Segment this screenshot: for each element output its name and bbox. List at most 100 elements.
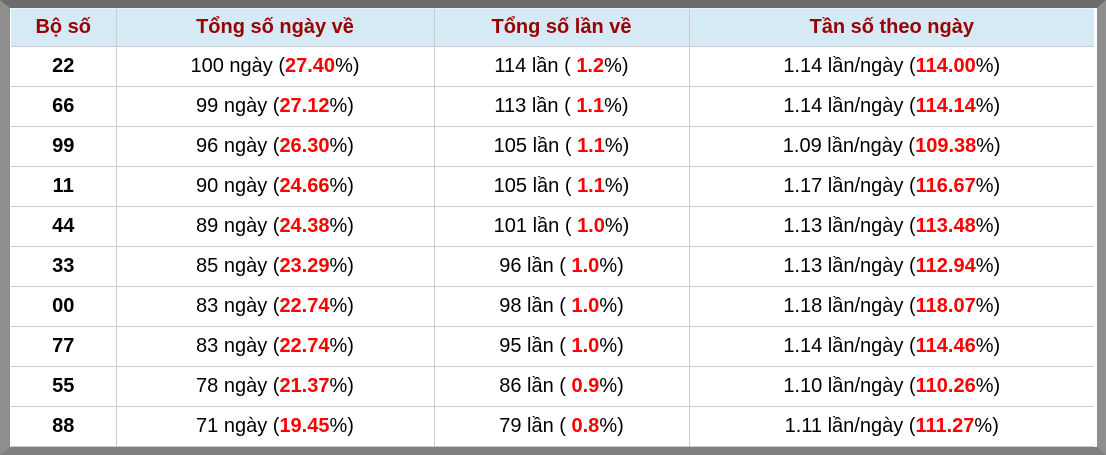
frequency-text: 1.17 lần/ngày ( (783, 175, 916, 197)
days-percent: 21.37 (279, 375, 330, 397)
times-percent: 1.0 (571, 295, 600, 317)
frequency-cell: 1.17 lần/ngày (116.67%) (688, 166, 1094, 207)
days-cell: 78 ngày (21.37%) (115, 366, 435, 407)
table-row: 99 96 ngày (26.30%) 105 lần ( 1.1%) 1.09… (11, 126, 1094, 167)
pair-value: 33 (52, 255, 75, 277)
times-suffix: %) (604, 215, 630, 237)
frequency-percent: 111.27 (915, 415, 975, 437)
times-suffix: %) (599, 335, 624, 357)
frequency-percent: 110.26 (915, 375, 976, 397)
pair-value: 99 (52, 135, 75, 157)
days-cell: 71 ngày (19.45%) (115, 406, 435, 447)
times-suffix: %) (604, 135, 630, 157)
frequency-percent: 113.48 (915, 215, 976, 237)
times-text: 79 lần ( (499, 415, 572, 437)
frequency-suffix: %) (975, 55, 1001, 77)
pair-value: 55 (52, 375, 75, 397)
frequency-suffix: %) (976, 135, 1001, 157)
times-cell: 86 lần ( 0.9%) (433, 366, 690, 407)
times-text: 86 lần ( (499, 375, 572, 397)
days-suffix: %) (329, 415, 354, 437)
times-text: 101 lần ( (493, 215, 578, 237)
frequency-cell: 1.09 lần/ngày (109.38%) (688, 126, 1094, 167)
times-text: 96 lần ( (499, 255, 572, 277)
times-suffix: %) (599, 375, 624, 397)
frequency-suffix: %) (975, 215, 1001, 237)
times-suffix: %) (599, 415, 624, 437)
times-text: 105 lần ( (493, 175, 578, 197)
frequency-suffix: %) (975, 95, 1001, 117)
days-suffix: %) (329, 375, 354, 397)
days-cell: 89 ngày (24.38%) (115, 206, 435, 247)
table-row: 22 100 ngày (27.40%) 114 lần ( 1.2%) 1.1… (11, 46, 1094, 87)
days-cell: 96 ngày (26.30%) (115, 126, 435, 167)
pair-cell: 55 (11, 366, 117, 407)
days-suffix: %) (329, 215, 354, 237)
frequency-percent: 109.38 (915, 135, 977, 157)
frequency-text: 1.13 lần/ngày ( (783, 255, 916, 277)
table-row: 66 99 ngày (27.12%) 113 lần ( 1.1%) 1.14… (11, 86, 1094, 127)
days-suffix: %) (329, 335, 354, 357)
days-suffix: %) (329, 95, 354, 117)
frequency-cell: 1.14 lần/ngày (114.14%) (688, 86, 1094, 127)
times-text: 114 lần ( (494, 55, 577, 77)
days-text: 90 ngày ( (196, 175, 280, 197)
frequency-percent: 114.46 (915, 335, 976, 357)
days-text: 83 ngày ( (196, 335, 280, 357)
col-header-times: Tổng số lần về (433, 8, 690, 47)
table-row: 88 71 ngày (19.45%) 79 lần ( 0.8%) 1.11 … (11, 406, 1094, 447)
frequency-suffix: %) (975, 255, 1001, 277)
col-header-frequency: Tần số theo ngày (688, 8, 1094, 47)
pair-cell: 99 (11, 126, 117, 167)
pair-stats-table: Bộ số Tổng số ngày về Tổng số lần về Tần… (11, 8, 1094, 447)
times-percent: 1.1 (577, 175, 605, 197)
days-percent: 27.12 (279, 95, 330, 117)
frequency-text: 1.18 lần/ngày ( (783, 295, 916, 317)
pair-value: 66 (52, 95, 75, 117)
days-text: 100 ngày ( (190, 55, 285, 77)
table-header-row: Bộ số Tổng số ngày về Tổng số lần về Tần… (11, 8, 1094, 47)
frequency-cell: 1.14 lần/ngày (114.46%) (688, 326, 1094, 367)
frequency-suffix: %) (974, 415, 999, 437)
frequency-cell: 1.11 lần/ngày (111.27%) (688, 406, 1094, 447)
frequency-percent: 114.00 (915, 55, 976, 77)
times-suffix: %) (599, 255, 624, 277)
days-percent: 24.66 (279, 175, 330, 197)
times-cell: 105 lần ( 1.1%) (433, 126, 690, 167)
times-cell: 113 lần ( 1.1%) (433, 86, 690, 127)
times-cell: 95 lần ( 1.0%) (433, 326, 690, 367)
times-suffix: %) (604, 95, 629, 117)
days-percent: 19.45 (279, 415, 330, 437)
times-percent: 1.0 (577, 215, 605, 237)
table-row: 44 89 ngày (24.38%) 101 lần ( 1.0%) 1.13… (11, 206, 1094, 247)
frequency-percent: 112.94 (915, 255, 976, 277)
pair-cell: 11 (11, 166, 117, 207)
days-percent: 22.74 (279, 335, 330, 357)
times-cell: 105 lần ( 1.1%) (433, 166, 690, 207)
days-text: 85 ngày ( (196, 255, 280, 277)
frequency-percent: 114.14 (915, 95, 976, 117)
times-text: 105 lần ( (493, 135, 578, 157)
pair-cell: 66 (11, 86, 117, 127)
frequency-suffix: %) (975, 375, 1001, 397)
days-text: 99 ngày ( (196, 95, 280, 117)
table-row: 33 85 ngày (23.29%) 96 lần ( 1.0%) 1.13 … (11, 246, 1094, 287)
times-cell: 98 lần ( 1.0%) (433, 286, 690, 327)
frequency-text: 1.13 lần/ngày ( (783, 215, 916, 237)
frequency-cell: 1.18 lần/ngày (118.07%) (688, 286, 1094, 327)
frequency-cell: 1.14 lần/ngày (114.00%) (688, 46, 1094, 87)
days-suffix: %) (329, 255, 354, 277)
times-cell: 101 lần ( 1.0%) (433, 206, 690, 247)
days-percent: 23.29 (279, 255, 330, 277)
frequency-text: 1.14 lần/ngày ( (783, 55, 916, 77)
table-row: 55 78 ngày (21.37%) 86 lần ( 0.9%) 1.10 … (11, 366, 1094, 407)
frequency-text: 1.09 lần/ngày ( (782, 135, 916, 157)
times-text: 95 lần ( (499, 335, 572, 357)
frequency-percent: 118.07 (915, 295, 976, 317)
days-percent: 27.40 (285, 55, 336, 77)
frequency-text: 1.10 lần/ngày ( (783, 375, 916, 397)
days-percent: 24.38 (279, 215, 330, 237)
table-row: 11 90 ngày (24.66%) 105 lần ( 1.1%) 1.17… (11, 166, 1094, 207)
times-percent: 1.2 (576, 55, 605, 77)
